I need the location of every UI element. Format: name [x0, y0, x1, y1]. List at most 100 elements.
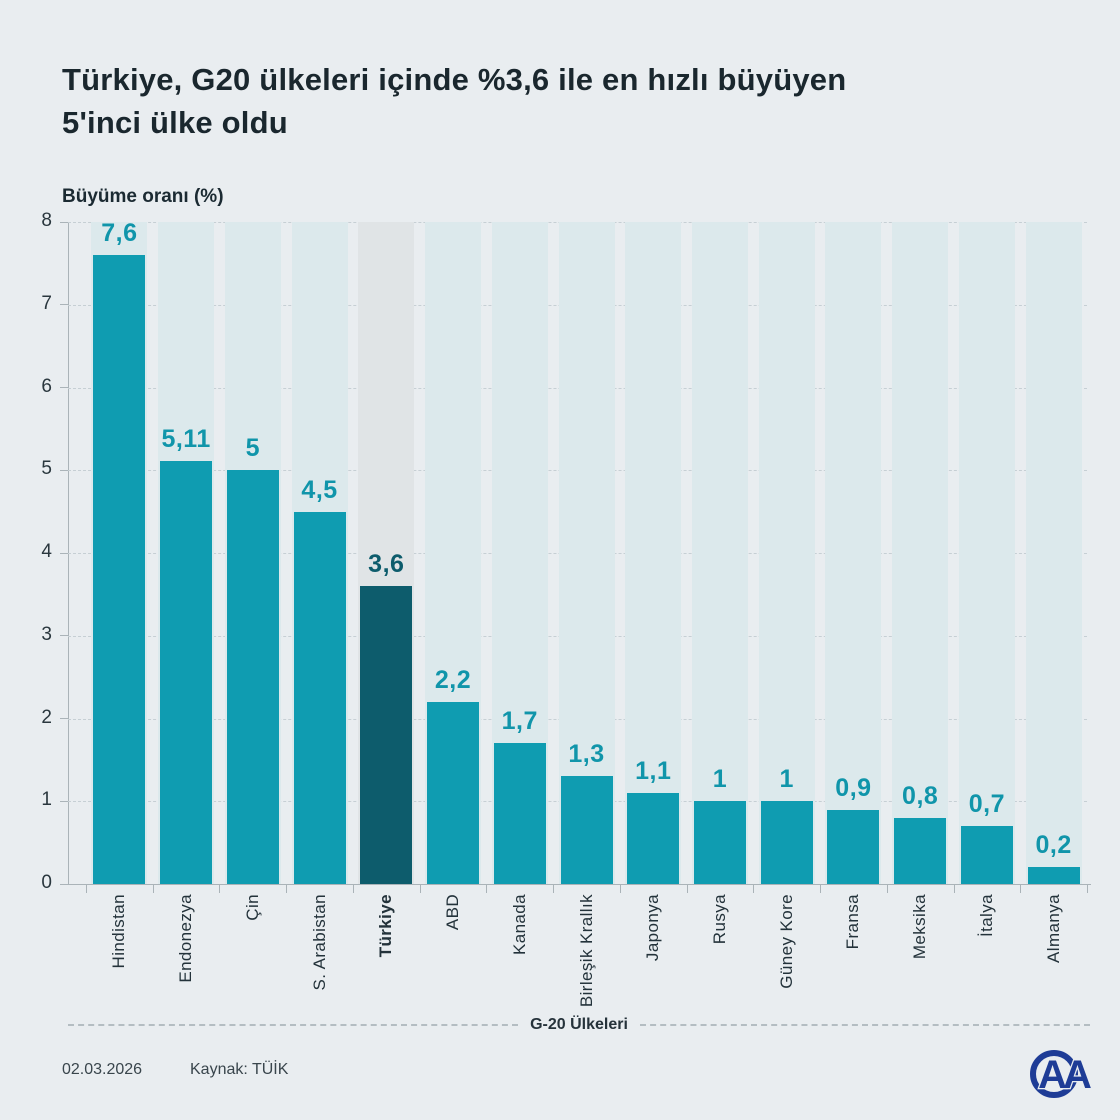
plot-area: 7,6 5,11 5 4,5 3,6 2,2 1,7 1,3 1,1 1 1 0,9 0,8 0,7 0,2 — [68, 219, 1091, 885]
y-tick-mark — [60, 387, 68, 388]
bar-value-label: 4,5 — [301, 475, 338, 504]
country-label: Endonezya — [176, 894, 196, 983]
x-tick-mark — [219, 884, 221, 893]
x-label-slot: Güney Kore — [753, 894, 820, 1094]
bar — [493, 743, 546, 884]
bar-value-label: 0,2 — [1035, 831, 1072, 860]
column-band — [625, 222, 682, 884]
x-label-slot: Rusya — [687, 894, 754, 1094]
aa-logo-graphic: AA — [1030, 1050, 1096, 1098]
bar — [627, 792, 680, 884]
country-label: Japonya — [643, 894, 663, 962]
bar-column: 7,6 — [86, 219, 153, 884]
x-label-slot: Fransa — [820, 894, 887, 1094]
country-label: Hindistan — [109, 894, 129, 969]
x-tick-mark — [419, 884, 421, 893]
x-axis-tick-marks — [86, 884, 1088, 893]
bar-value-label: 1 — [779, 765, 794, 794]
aa-logo: AA — [1028, 1042, 1098, 1106]
country-label: Kanada — [509, 894, 529, 956]
bar-value-label: 1 — [712, 765, 728, 794]
x-tick-mark — [619, 884, 621, 893]
bar — [960, 826, 1013, 884]
bar — [427, 701, 480, 884]
bar-column: 0,8 — [887, 222, 954, 884]
column-band — [958, 222, 1015, 884]
x-tick-mark — [953, 884, 955, 893]
country-label: Birleşik Krallık — [576, 894, 596, 1008]
bar-column: 5,11 — [153, 222, 220, 884]
bar-column: 0,9 — [820, 222, 887, 884]
y-tick-mark — [60, 883, 68, 885]
y-tick-label: 1 — [41, 789, 52, 811]
y-tick-label: 8 — [41, 210, 52, 231]
column-band — [1025, 222, 1082, 884]
bar-column: 1 — [753, 222, 820, 884]
bar-value-label: 0,7 — [968, 790, 1006, 819]
bar — [827, 809, 880, 884]
x-tick-mark — [820, 884, 822, 893]
x-tick-mark — [1020, 884, 1022, 893]
bar-value-label: 7,6 — [101, 219, 138, 248]
y-axis-tick-labels: 0 1 2 3 4 5 6 7 8 — [18, 210, 52, 893]
bar-column: 2,2 — [420, 222, 487, 884]
x-label-slot: Japonya — [620, 894, 687, 1094]
bar-column: 3,6 — [353, 222, 420, 884]
bar-value-label: 5,11 — [161, 425, 211, 454]
y-tick-mark — [60, 552, 68, 554]
x-axis-line — [68, 884, 1091, 885]
x-tick-mark — [352, 884, 354, 893]
x-axis-caption: G-20 Ülkeleri — [68, 1016, 1091, 1034]
y-tick-label: 6 — [41, 375, 52, 397]
x-tick-mark — [886, 884, 888, 893]
y-tick-mark — [60, 635, 68, 637]
date-label: 02.03.2026 — [62, 1061, 143, 1078]
bar — [560, 776, 613, 884]
x-axis-title: G-20 Ülkeleri — [530, 1016, 628, 1033]
y-tick-mark — [60, 221, 68, 223]
bar-value-label: 0,8 — [902, 781, 939, 810]
country-label: ABD — [443, 894, 463, 931]
chart-title-line1: Türkiye, G20 ülkeleri içinde %3,6 ile en… — [62, 62, 847, 97]
dashed-rule-right — [639, 1024, 1091, 1026]
bar-column: 5 — [219, 222, 286, 884]
column-band — [892, 222, 949, 884]
source-label: Kaynak: TÜİK — [190, 1061, 289, 1078]
bar-column: 4,5 — [286, 222, 353, 884]
bar-column: 1,3 — [553, 222, 620, 884]
bar — [226, 470, 279, 884]
country-label: Fransa — [843, 894, 863, 950]
y-tick-label: 0 — [41, 872, 52, 893]
y-tick-label: 4 — [41, 541, 52, 562]
x-label-slot: Türkiye — [353, 894, 420, 1094]
bar-value-label: 0,9 — [835, 773, 872, 802]
chart-title: Türkiye, G20 ülkeleri içinde %3,6 ile en… — [62, 58, 1042, 145]
x-tick-mark — [753, 884, 755, 893]
y-tick-mark — [60, 800, 68, 802]
x-tick-mark — [152, 884, 154, 893]
bar-value-label: 5 — [245, 434, 261, 463]
bar — [894, 817, 947, 884]
x-label-slot: Birleşik Krallık — [553, 894, 620, 1094]
x-tick-mark — [553, 884, 555, 893]
country-label: İtalya — [976, 894, 996, 938]
bar-value-label: 1,7 — [501, 707, 538, 736]
y-tick-mark — [60, 718, 68, 719]
bar — [760, 801, 813, 884]
bar — [1027, 867, 1080, 884]
column-band — [558, 222, 615, 884]
column-band — [691, 222, 748, 884]
country-label: Güney Kore — [776, 894, 796, 989]
dashed-rule-left — [68, 1024, 519, 1026]
x-tick-mark — [486, 884, 488, 893]
bar — [693, 801, 746, 884]
bar-columns: 7,6 5,11 5 4,5 3,6 2,2 1,7 1,3 1,1 1 1 0,9 0,8 0,7 0,2 — [86, 219, 1087, 884]
y-tick-label: 5 — [41, 458, 52, 480]
country-label: Türkiye — [376, 894, 396, 958]
country-label: Meksika — [910, 894, 930, 960]
x-label-slot: Kanada — [486, 894, 553, 1094]
country-label: S. Arabistan — [309, 894, 329, 991]
y-tick-label: 7 — [41, 292, 52, 314]
aa-logo-circle — [1030, 1050, 1078, 1098]
bar — [360, 586, 413, 884]
